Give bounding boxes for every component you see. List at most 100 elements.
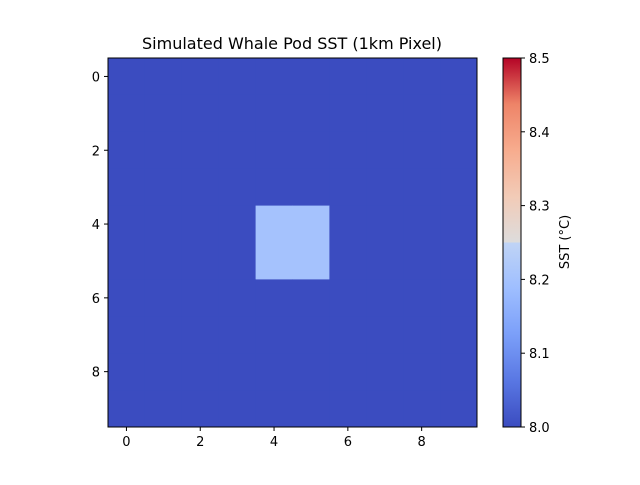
heatmap-cell [181, 390, 220, 428]
heatmap-cell [440, 205, 478, 243]
heatmap-cell [329, 242, 367, 280]
colorbar-label: SST (°C) [558, 215, 573, 269]
colorbar-tick-label: 8.3 [529, 200, 550, 215]
heatmap-cell [366, 242, 404, 280]
heatmap-cell [218, 390, 256, 428]
heatmap-cell [218, 131, 256, 170]
heatmap-cell [329, 279, 367, 317]
heatmap-cell [108, 168, 146, 206]
y-tick-label: 8 [92, 366, 100, 381]
heatmap-cell [440, 316, 478, 354]
heatmap-cell [292, 279, 330, 317]
heatmap-cell [108, 353, 146, 391]
heatmap-cell [108, 242, 146, 280]
heatmap-cell [329, 390, 367, 428]
heatmap-cell [292, 205, 330, 243]
heatmap-cell [440, 168, 478, 206]
heatmap-cell [366, 58, 404, 96]
heatmap-cell [292, 390, 330, 428]
heatmap-cell [292, 316, 330, 354]
heatmap-cell [218, 58, 256, 96]
chart-title: Simulated Whale Pod SST (1km Pixel) [142, 34, 442, 53]
heatmap-cell [181, 58, 220, 96]
heatmap-cell [218, 168, 256, 206]
heatmap-cell [144, 205, 183, 243]
heatmap-cell [292, 168, 330, 206]
y-tick-label: 4 [92, 218, 100, 233]
heatmap-cell [144, 58, 183, 96]
heatmap-cell [403, 94, 441, 133]
heatmap-cell [144, 94, 183, 133]
heatmap-cell [144, 353, 183, 391]
heatmap-cell [255, 242, 293, 280]
heatmap-cell [292, 131, 330, 170]
x-tick-label: 2 [196, 435, 204, 450]
heatmap-cell [255, 316, 293, 354]
heatmap-cell [440, 94, 478, 133]
colorbar-tick-label: 8.4 [529, 126, 550, 141]
heatmap-cell [255, 353, 293, 391]
heatmap-cell [403, 205, 441, 243]
heatmap-cell [181, 168, 220, 206]
heatmap-cell [181, 205, 220, 243]
heatmap-cell [218, 242, 256, 280]
heatmap-cell [366, 353, 404, 391]
heatmap-cell [255, 131, 293, 170]
heatmap-cell [329, 168, 367, 206]
heatmap-cell [329, 94, 367, 133]
heatmap-cell [292, 58, 330, 96]
heatmap-cell [181, 242, 220, 280]
x-tick-label: 4 [270, 435, 278, 450]
heatmap-cell [292, 353, 330, 391]
heatmap-cell [329, 316, 367, 354]
heatmap-cell [366, 94, 404, 133]
colorbar-tick-label: 8.5 [529, 52, 550, 67]
heatmap-cell [144, 131, 183, 170]
heatmap-cell [329, 205, 367, 243]
heatmap-cell [366, 168, 404, 206]
heatmap-cell [108, 205, 146, 243]
heatmap-cell [144, 242, 183, 280]
colorbar-tick-label: 8.0 [529, 421, 550, 436]
x-tick-label: 6 [344, 435, 352, 450]
heatmap-cell [181, 131, 220, 170]
heatmap-cell [440, 131, 478, 170]
heatmap-cell [144, 390, 183, 428]
heatmap-cell [218, 279, 256, 317]
y-axis: 0 2 4 6 8 [92, 70, 108, 381]
heatmap-cell [440, 58, 478, 96]
heatmap-cell [108, 316, 146, 354]
heatmap-cell [403, 390, 441, 428]
heatmap-cell [440, 242, 478, 280]
heatmap-cell [366, 205, 404, 243]
heatmap-cell [403, 279, 441, 317]
heatmap-cell [255, 279, 293, 317]
heatmap-cell [440, 390, 478, 428]
heatmap-cell [108, 131, 146, 170]
y-tick-label: 2 [92, 144, 100, 159]
heatmap-cell [144, 279, 183, 317]
heatmap-cell [218, 205, 256, 243]
colorbar-tick-label: 8.1 [529, 347, 550, 362]
heatmap-cell [218, 94, 256, 133]
heatmap-cell [108, 279, 146, 317]
colorbar-tick-label: 8.2 [529, 273, 550, 288]
heatmap-cell [403, 131, 441, 170]
heatmap-cell [366, 131, 404, 170]
heatmap-cell [255, 205, 293, 243]
heatmap-cell [181, 353, 220, 391]
plot-frame [107, 57, 478, 428]
heatmap-cell [255, 168, 293, 206]
heatmap-cell [366, 390, 404, 428]
heatmap-cell [403, 58, 441, 96]
heatmap-cell [292, 94, 330, 133]
heatmap-cell [108, 58, 146, 96]
heatmap-cell [255, 94, 293, 133]
heatmap-cell [403, 242, 441, 280]
heatmap-cell [255, 390, 293, 428]
heatmap-cell [403, 353, 441, 391]
heatmap-cell [440, 353, 478, 391]
y-tick-label: 0 [92, 70, 100, 85]
